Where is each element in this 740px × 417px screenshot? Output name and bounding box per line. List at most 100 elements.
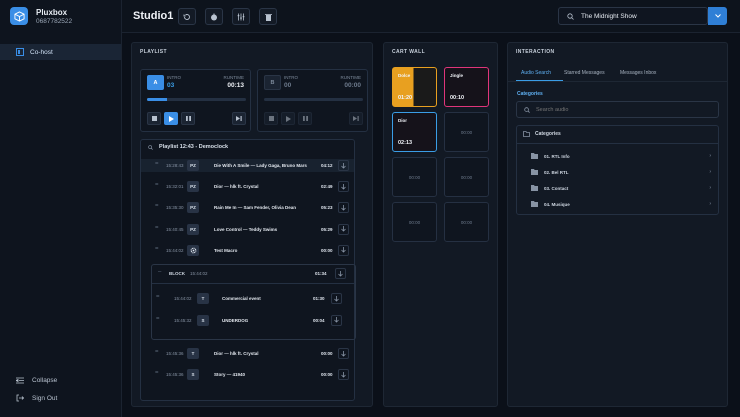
playlist-row[interactable]: = 15:44:02 Test Macro 00:00: [141, 244, 354, 257]
drag-handle-icon[interactable]: =: [155, 224, 159, 231]
show-select[interactable]: The Midnight Show: [558, 7, 708, 25]
row-action-button[interactable]: [338, 181, 349, 193]
brand: Pluxbox 0687782522: [10, 7, 72, 25]
tab-audio-search[interactable]: Audio Search: [521, 70, 552, 76]
cart-slot[interactable]: 00:00: [444, 202, 489, 242]
row-action-button[interactable]: [331, 314, 342, 326]
playlist-row[interactable]: = 15:35:30 PZ Rain Me In — Sam Fender, Oliv…: [141, 201, 354, 214]
drag-handle-icon[interactable]: =: [155, 245, 159, 252]
row-action-button[interactable]: [338, 369, 349, 381]
cart-slot[interactable]: Dior 02:13: [392, 112, 437, 152]
player-badge: B: [264, 75, 281, 90]
drag-handle-icon[interactable]: =: [156, 315, 160, 322]
mixer-button[interactable]: [232, 8, 250, 25]
brand-phone: 0687782522: [36, 17, 73, 25]
row-action-button[interactable]: [338, 202, 349, 214]
play-button[interactable]: [281, 112, 295, 125]
progress-bar[interactable]: [264, 98, 363, 101]
signout-button[interactable]: Sign Out: [16, 394, 57, 402]
playlist-row[interactable]: = 15:45:36 S Story — 41940 00:00: [141, 368, 354, 381]
row-title: Dior — hlk ft. Crystal: [214, 351, 259, 356]
runtime-value: 00:00: [344, 82, 361, 89]
stop-button[interactable]: [264, 112, 278, 125]
row-duration: 00:00: [321, 372, 333, 378]
intro-label: INTRO: [284, 75, 298, 80]
category-item[interactable]: 04. Musique ›: [531, 201, 711, 207]
search-icon: [524, 106, 530, 113]
timer-button[interactable]: [205, 8, 223, 25]
tab-starred-messages[interactable]: Starred Messages: [564, 70, 605, 76]
sidebar-item-co-host[interactable]: Co-host: [0, 44, 121, 60]
row-title: Story — 41940: [214, 372, 246, 378]
cart-slot[interactable]: 00:00: [392, 202, 437, 242]
playlist-row[interactable]: = 15:28:43 PZ Die With A Smile — Lady Gaga,…: [141, 159, 354, 172]
cart-slot[interactable]: 00:00: [444, 112, 489, 152]
show-dropdown-button[interactable]: [708, 7, 727, 25]
cart-slot[interactable]: Dolce 01:20: [392, 67, 437, 107]
show-name: The Midnight Show: [581, 12, 637, 20]
cart-slot[interactable]: 00:00: [392, 157, 437, 197]
intro-value: 03: [167, 82, 175, 89]
co-host-icon: [16, 48, 24, 56]
drag-handle-icon[interactable]: =: [155, 203, 159, 210]
folder-outline-icon: [523, 131, 530, 137]
row-type-icon: S: [187, 369, 199, 381]
block-action-button[interactable]: [335, 268, 346, 279]
drag-handle-icon[interactable]: =: [155, 349, 159, 355]
drag-handle-icon[interactable]: =: [155, 182, 159, 189]
playlist-row[interactable]: = 15:45:36 T Dior — hlk ft. Crystal 00:00: [141, 347, 354, 360]
drag-handle-icon[interactable]: =: [156, 294, 160, 300]
expand-icon[interactable]: –: [158, 269, 162, 275]
next-button[interactable]: [349, 112, 363, 125]
playlist-panel: PLAYLIST A INTRO 03 RUNTIME 00:13 B INTR…: [131, 42, 373, 407]
playlist-row[interactable]: = 15:44:02 T Commercial event 01:30: [152, 292, 355, 305]
tab-messages-inbox[interactable]: Messages Inbox: [620, 70, 657, 76]
row-action-button[interactable]: [338, 223, 349, 235]
block-time: 15:44:02: [190, 271, 208, 276]
pause-button[interactable]: [181, 112, 195, 125]
drag-handle-icon[interactable]: =: [155, 370, 159, 377]
intro-label: INTRO: [167, 75, 181, 80]
history-button[interactable]: [178, 8, 196, 25]
playlist-row[interactable]: = 15:40:45 PZ Love Control — Teddy Swims 05:…: [141, 223, 354, 236]
row-type-icon: PZ: [187, 160, 199, 171]
trash-icon: [264, 13, 272, 21]
stop-button[interactable]: [147, 112, 161, 125]
category-label: 02. Bel RTL: [544, 169, 569, 175]
block-group: – BLOCK 15:44:02 01:34 = 15:44:02 T Commerc…: [151, 264, 356, 340]
arrow-down-icon: [334, 295, 339, 302]
category-tree: Categories 01. RTL Info › 02. Bel RTL › 03. …: [516, 125, 719, 215]
playlist-row[interactable]: = 15:45:32 S UNDERDOG 00:04: [152, 314, 355, 327]
category-item[interactable]: 01. RTL Info ›: [531, 153, 711, 159]
interaction-panel: INTERACTION Audio Search Starred Message…: [507, 42, 728, 407]
playlist-row[interactable]: = 15:32:01 PZ Dior — hlk ft. Crystal 02:49: [141, 180, 354, 193]
row-action-button[interactable]: [331, 293, 342, 304]
pause-button[interactable]: [298, 112, 312, 125]
audio-search-field[interactable]: [516, 101, 719, 118]
row-title: Test Macro: [214, 247, 238, 253]
row-action-button[interactable]: [338, 244, 349, 256]
category-item[interactable]: 02. Bel RTL ›: [531, 169, 711, 175]
timer-icon: [211, 13, 217, 20]
arrow-down-icon: [341, 204, 346, 211]
category-item[interactable]: 03. Contact ›: [531, 185, 711, 191]
row-action-button[interactable]: [338, 348, 349, 359]
play-button[interactable]: [164, 112, 178, 125]
delete-button[interactable]: [259, 8, 277, 25]
row-title: Die With A Smile — Lady Gaga, Bruno Mars: [214, 163, 307, 168]
cart-slot[interactable]: 00:00: [444, 157, 489, 197]
next-button[interactable]: [232, 112, 246, 125]
collapse-button[interactable]: Collapse: [16, 377, 57, 384]
tree-root[interactable]: Categories: [523, 131, 561, 137]
cart-slot[interactable]: Jingle 00:10: [444, 67, 489, 107]
block-label: BLOCK: [169, 271, 185, 276]
sidebar-item-label: Co-host: [30, 48, 53, 56]
cart-time: 00:00: [408, 220, 421, 225]
row-duration: 04:12: [321, 163, 333, 168]
row-action-button[interactable]: [338, 160, 349, 171]
player-b: B INTRO 00 RUNTIME 00:00: [257, 69, 368, 132]
progress-bar[interactable]: [147, 98, 246, 101]
search-input[interactable]: [536, 106, 706, 113]
row-title: Love Control — Teddy Swims: [214, 226, 278, 232]
drag-handle-icon[interactable]: =: [155, 161, 159, 167]
